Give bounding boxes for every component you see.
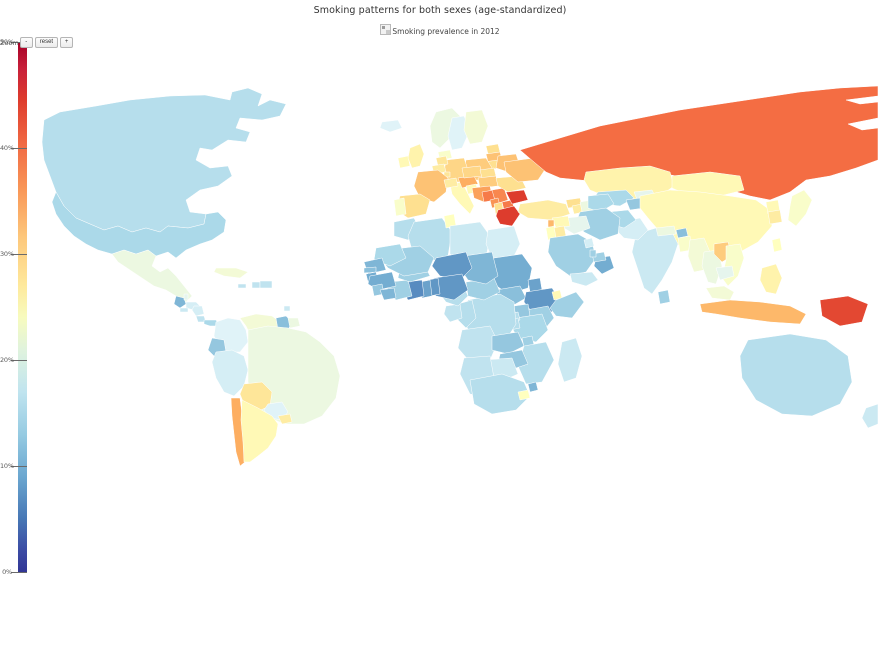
country-can[interactable]: Canada: 16% xyxy=(41,87,287,233)
colorbar-tick xyxy=(11,466,27,467)
broken-image-icon xyxy=(380,24,392,35)
country-lso[interactable]: Lesotho: 25% xyxy=(517,389,531,401)
country-sau[interactable]: Saudi Arabia: 14% xyxy=(547,233,597,277)
zoom-control-group[interactable]: Zoom - reset + xyxy=(0,37,75,48)
country-usa[interactable]: United States: 15% xyxy=(51,191,227,259)
country-phl[interactable]: Philippines: 27% xyxy=(759,263,783,295)
colorbar-tick-label: 30% xyxy=(0,250,14,258)
colorbar-tick-label: 20% xyxy=(0,356,14,364)
colorbar-tick xyxy=(11,360,27,361)
page-title: Smoking patterns for both sexes (age-sta… xyxy=(313,5,567,16)
country-som[interactable]: Somalia: 14% xyxy=(549,291,585,319)
country-arg[interactable]: Argentina: 26% xyxy=(240,399,279,463)
colorbar-tick-label: 10% xyxy=(0,462,14,470)
colorbar-tick-label: 0% xyxy=(2,568,12,576)
country-prt[interactable]: Portugal: 24% xyxy=(393,197,407,217)
country-mex[interactable]: Mexico: 22% xyxy=(111,249,193,303)
country-mys[interactable]: Malaysia: 23% xyxy=(705,285,735,301)
zoom-in-button[interactable]: + xyxy=(60,37,74,48)
country-isl[interactable]: Iceland: 20% xyxy=(379,119,403,133)
country-qat[interactable]: Qatar: 14% xyxy=(589,249,597,258)
country-tto[interactable]: Trinidad and Tobago: 18% xyxy=(283,305,291,312)
country-grc[interactable]: Greece: 44% xyxy=(495,205,521,227)
country-zmb[interactable]: Zambia: 13% xyxy=(491,331,525,355)
country-npl[interactable]: Nepal: 22% xyxy=(655,225,677,237)
country-gbr[interactable]: United Kingdom: 27% xyxy=(407,143,425,169)
zoom-label: Zoom xyxy=(0,38,19,47)
colorbar-tick xyxy=(11,42,27,43)
country-fin[interactable]: Finland: 23% xyxy=(463,109,489,145)
country-lbr[interactable]: Liberia: 11% xyxy=(379,287,397,301)
country-cze[interactable]: Czech Republic: 31% xyxy=(461,165,483,179)
country-gmb[interactable]: Gambia: 12% xyxy=(363,266,377,274)
country-nic[interactable]: Nicaragua: 19% xyxy=(191,305,205,317)
chart-subtitle: Smoking prevalence in 2012 xyxy=(0,24,880,36)
country-fra[interactable]: France: 33% xyxy=(413,169,449,203)
country-cub[interactable]: Cuba: 23% xyxy=(213,267,249,279)
country-kor[interactable]: South Korea: 28% xyxy=(767,209,783,225)
country-png[interactable]: Papua New Guinea: 43% xyxy=(819,295,869,327)
country-btn[interactable]: Bhutan: 12% xyxy=(675,227,689,239)
country-khm[interactable]: Cambodia: 21% xyxy=(715,265,735,281)
zoom-reset-button[interactable]: reset xyxy=(34,37,59,48)
country-aus[interactable]: Australia: 16% xyxy=(739,333,853,417)
country-nld[interactable]: Netherlands: 29% xyxy=(435,155,449,167)
country-idn[interactable]: Indonesia: 34% xyxy=(699,299,807,325)
chart-subtitle-text: Smoking prevalence in 2012 xyxy=(392,27,500,36)
country-lka[interactable]: Sri Lanka: 14% xyxy=(657,289,671,305)
country-ury[interactable]: Uruguay: 28% xyxy=(277,413,293,425)
country-twn[interactable]: Taiwan: 25% xyxy=(771,237,783,253)
country-yem[interactable]: Yemen: 18% xyxy=(569,271,599,287)
country-bgr[interactable]: Bulgaria: 44% xyxy=(505,189,529,205)
country-per[interactable]: Peru: 19% xyxy=(211,349,249,397)
colorbar-gradient xyxy=(18,42,27,572)
country-slv[interactable]: El Salvador: 18% xyxy=(179,307,189,313)
colorbar-tick xyxy=(11,572,27,573)
country-nzl[interactable]: New Zealand: 18% xyxy=(861,403,879,429)
country-hti[interactable]: Haiti: 17% xyxy=(251,281,261,289)
country-blz[interactable]: Belize: 21% xyxy=(183,293,189,301)
colorbar-legend: 0% 10% 20% 30% 40% 50% xyxy=(0,0,120,660)
country-che[interactable]: Switzerland: 28% xyxy=(443,177,459,189)
country-kwt[interactable]: Kuwait: 19% xyxy=(583,237,595,249)
country-mdg[interactable]: Madagascar: 18% xyxy=(557,337,583,383)
colorbar-tick-label: 50% xyxy=(0,38,14,46)
country-jpn[interactable]: Japan: 24% xyxy=(787,189,813,227)
country-syr[interactable]: Syria: 26% xyxy=(551,215,571,229)
colorbar-tick-label: 40% xyxy=(0,144,14,152)
country-mng[interactable]: Mongolia: 26% xyxy=(671,171,745,197)
country-swz[interactable]: Swaziland: 11% xyxy=(527,381,539,393)
country-lbn[interactable]: Lebanon: 34% xyxy=(547,219,555,228)
country-tkm[interactable]: Turkmenistan: 15% xyxy=(587,193,615,213)
country-dom[interactable]: Dominican Republic: 17% xyxy=(259,280,273,289)
country-gtm[interactable]: Guatemala: 11% xyxy=(173,295,187,309)
zoom-out-button[interactable]: - xyxy=(19,37,33,48)
colorbar-tick xyxy=(11,148,27,149)
country-jam[interactable]: Jamaica: 17% xyxy=(237,283,247,289)
country-sur[interactable]: Suriname: 22% xyxy=(287,317,301,329)
country-irl[interactable]: Ireland: 26% xyxy=(397,155,411,169)
colorbar-tick xyxy=(11,254,27,255)
country-zaf[interactable]: South Africa: 16% xyxy=(469,373,531,415)
country-grl[interactable]: Greenland: no data xyxy=(299,57,367,101)
